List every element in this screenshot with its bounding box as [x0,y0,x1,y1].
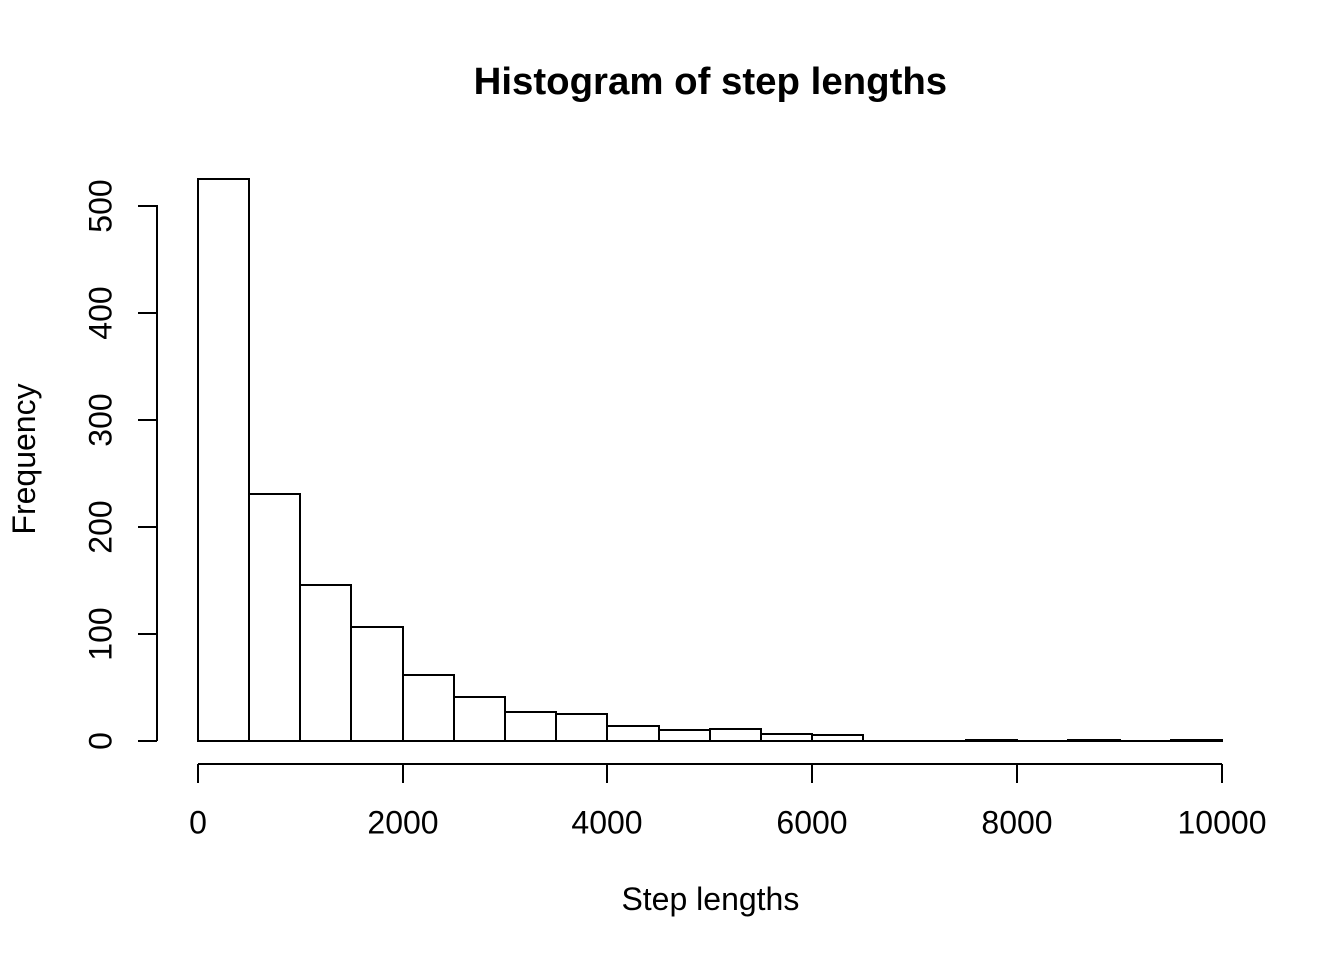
svg-text:0: 0 [189,804,207,840]
svg-text:10000: 10000 [1178,804,1267,840]
svg-text:4000: 4000 [571,804,642,840]
svg-text:2000: 2000 [367,804,438,840]
svg-text:8000: 8000 [981,804,1052,840]
svg-text:400: 400 [83,286,119,339]
svg-text:300: 300 [83,393,119,446]
svg-text:Histogram of step lengths: Histogram of step lengths [474,60,948,103]
svg-text:6000: 6000 [776,804,847,840]
svg-text:500: 500 [83,179,119,232]
svg-text:0: 0 [83,732,119,750]
svg-text:Frequency: Frequency [6,383,42,534]
svg-text:Step lengths: Step lengths [621,881,799,917]
svg-text:200: 200 [83,500,119,553]
svg-text:100: 100 [83,607,119,660]
